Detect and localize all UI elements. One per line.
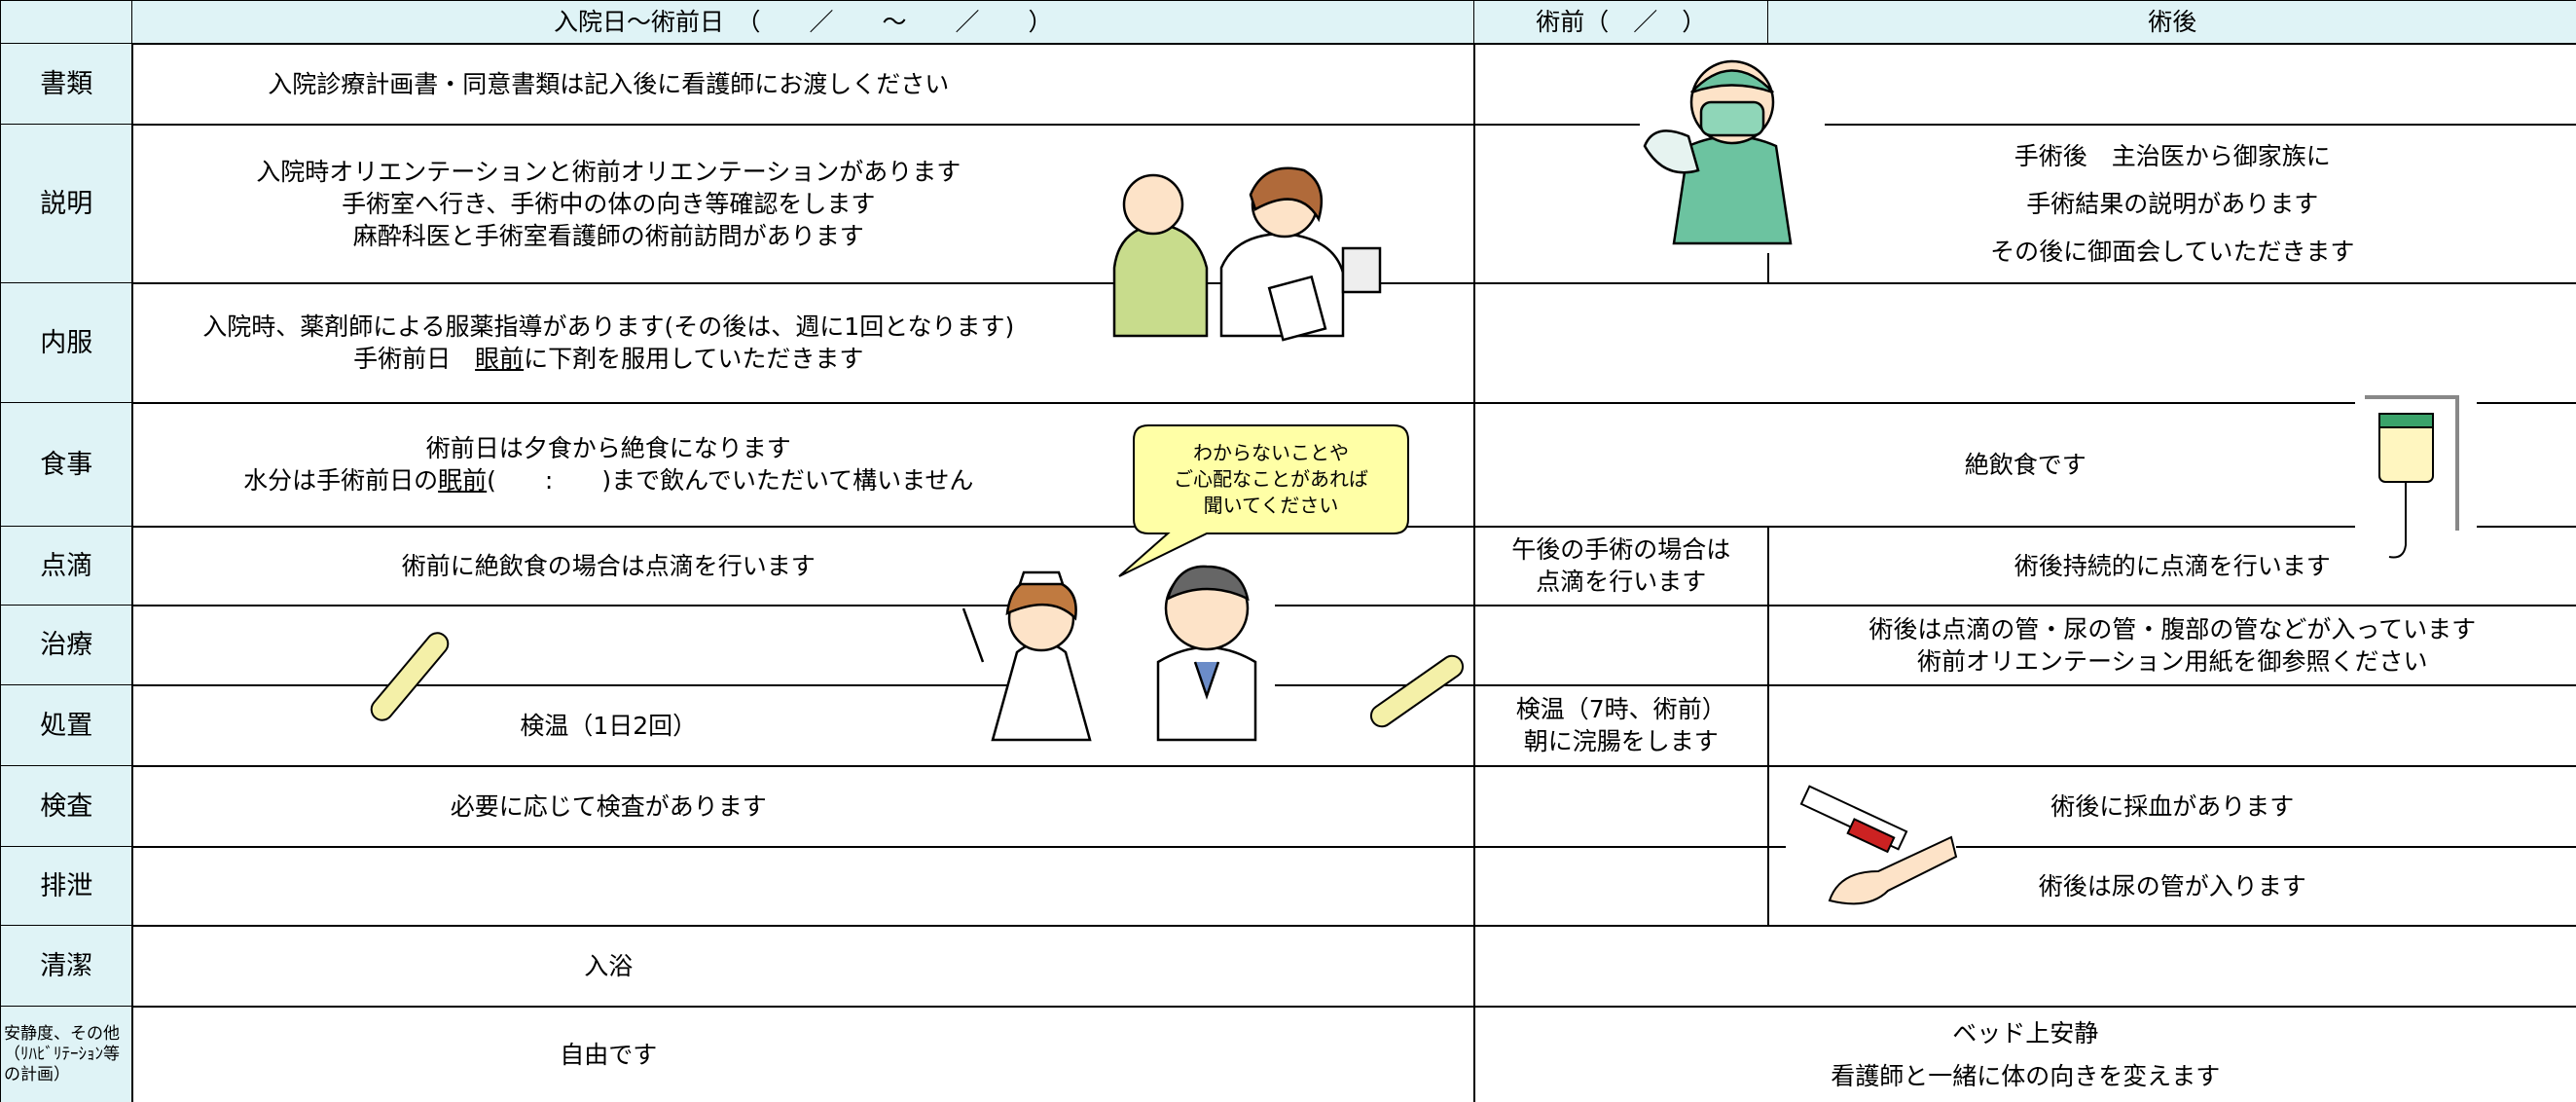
row-label: 点滴 bbox=[0, 526, 133, 606]
table-cell: 入浴 bbox=[131, 925, 1475, 1008]
table-cell: 入院時オリエンテーションと術前オリエンテーションがあります 手術室へ行き、手術中の… bbox=[131, 124, 1475, 284]
table-cell: 自由です bbox=[131, 1006, 1475, 1102]
text-line: 看護師と一緒に体の向きを変えます bbox=[1831, 1061, 2221, 1090]
row-label: 安静度、その他（ﾘﾊﾋﾞﾘﾃｰｼｮﾝ等の計画） bbox=[0, 1006, 133, 1102]
table-cell: 術後は点滴の管・尿の管・腹部の管などが入っています 術前オリエンテーション用紙を御… bbox=[1767, 605, 2576, 686]
row-label: 書類 bbox=[0, 43, 133, 126]
text-line: 必要に応じて検査があります bbox=[450, 791, 767, 821]
row-label: 処置 bbox=[0, 684, 133, 767]
header-cell: 入院日～術前日 （ ／ ～ ／ ） bbox=[131, 0, 1475, 45]
text-line: 午後の手術の場合は bbox=[1511, 535, 1731, 565]
table-cell: 検温（1日2回） bbox=[131, 684, 1475, 767]
text-line: 術前オリエンテーション用紙を御参照ください bbox=[1916, 646, 2428, 676]
text-line: 検温（1日2回） bbox=[520, 711, 698, 740]
text-line: 検温（7時、術前） bbox=[1515, 695, 1726, 724]
speech-bubble: わからないことや ご心配なことがあれば 聞いてください bbox=[1134, 425, 1408, 533]
text-line: 麻酔科医と手術室看護師の術前訪問があります bbox=[352, 221, 864, 250]
table-cell: 術後持続的に点滴を行います bbox=[1767, 526, 2576, 606]
table-cell: ベッド上安静看護師と一緒に体の向きを変えます bbox=[1473, 1006, 2576, 1102]
table-cell: 入院時、薬剤師による服薬指導があります(その後は、週に1回となります) 手術前日 … bbox=[131, 282, 1475, 404]
text-line: 術後に採血があります bbox=[2050, 791, 2295, 821]
table-cell: 午後の手術の場合は 点滴を行います bbox=[1473, 526, 1769, 606]
text-line: 術後持続的に点滴を行います bbox=[2014, 551, 2331, 580]
text-line: 術後は点滴の管・尿の管・腹部の管などが入っています bbox=[1869, 614, 2477, 643]
table-cell bbox=[1767, 684, 2576, 767]
table-cell bbox=[131, 605, 1475, 686]
text-line: 入院診療計画書・同意書類は記入後に看護師にお渡しください bbox=[268, 69, 950, 98]
table-cell: 術前日は夕食から絶食になります 水分は手術前日の眠前( : )まで飲んでいただいて… bbox=[131, 402, 1475, 528]
text-segment: 眠前 bbox=[438, 466, 488, 496]
text-line: 自由です bbox=[560, 1040, 658, 1069]
table-cell bbox=[1473, 846, 1769, 927]
table-cell: 手術後 主治医から御家族に 手術結果の説明がありますその後に御面会していただきます bbox=[1767, 124, 2576, 284]
table-cell bbox=[1473, 43, 2576, 126]
bubble-line: ご心配なことがあれば bbox=[1174, 466, 1368, 491]
text-line: 術前日は夕食から絶食になります bbox=[425, 434, 791, 463]
bubble-line: 聞いてください bbox=[1203, 493, 1339, 517]
text-segment: 水分は手術前日の bbox=[243, 466, 439, 496]
text-segment: に下剤を服用していただきます bbox=[524, 345, 864, 374]
text-segment: 眼前 bbox=[475, 345, 525, 374]
row-label: 排泄 bbox=[0, 846, 133, 927]
text-line: 術後は尿の管が入ります bbox=[2038, 871, 2306, 900]
table-cell: 術後に採血があります bbox=[1767, 765, 2576, 848]
header-cell bbox=[0, 0, 133, 45]
text-line: 絶飲食です bbox=[1964, 450, 2086, 479]
text-line: 手術前日 眼前に下剤を服用していただきます bbox=[353, 343, 863, 375]
text-line: 水分は手術前日の眠前( : )まで飲んでいただいて構いません bbox=[243, 464, 973, 496]
text-line: 入院時オリエンテーションと術前オリエンテーションがあります bbox=[256, 157, 961, 186]
row-label: 清潔 bbox=[0, 925, 133, 1008]
table-cell bbox=[1473, 765, 1769, 848]
table-cell bbox=[1473, 925, 2576, 1008]
row-label: 食事 bbox=[0, 402, 133, 528]
text-line: 手術結果の説明があります bbox=[2026, 189, 2319, 218]
text-segment: 手術前日 bbox=[353, 345, 476, 374]
bubble-line: わからないことや bbox=[1193, 440, 1349, 464]
table-cell: 術後は尿の管が入ります bbox=[1767, 846, 2576, 927]
row-label: 説明 bbox=[0, 124, 133, 284]
text-line: 手術室へ行き、手術中の体の向き等確認をします bbox=[342, 189, 876, 218]
table-cell: 術前に絶飲食の場合は点滴を行います bbox=[131, 526, 1475, 606]
table-cell: 絶飲食です bbox=[1473, 402, 2576, 528]
table-cell: 入院診療計画書・同意書類は記入後に看護師にお渡しください bbox=[131, 43, 1475, 126]
table-cell bbox=[131, 846, 1475, 927]
text-line: 入浴 bbox=[584, 951, 634, 980]
text-line: ベッド上安静 bbox=[1952, 1018, 2099, 1047]
table-cell bbox=[1473, 605, 1769, 686]
text-line: 術前に絶飲食の場合は点滴を行います bbox=[401, 551, 816, 580]
header-cell: 術後 bbox=[1767, 0, 2576, 45]
text-line: 手術後 主治医から御家族に bbox=[2014, 141, 2331, 170]
text-line: 朝に浣腸をします bbox=[1523, 727, 1719, 756]
table-cell: 必要に応じて検査があります bbox=[131, 765, 1475, 848]
header-cell: 術前（ ／ ） bbox=[1473, 0, 1769, 45]
text-line: 入院時、薬剤師による服薬指導があります(その後は、週に1回となります) bbox=[202, 312, 1015, 342]
row-label: 内服 bbox=[0, 282, 133, 404]
text-line: 点滴を行います bbox=[1536, 568, 1707, 597]
table-cell: 検温（7時、術前） 朝に浣腸をします bbox=[1473, 684, 1769, 767]
table-cell bbox=[1473, 282, 2576, 404]
text-segment: ( : )まで飲んでいただいて構いません bbox=[487, 466, 974, 496]
text-line: その後に御面会していただきます bbox=[1990, 237, 2355, 266]
